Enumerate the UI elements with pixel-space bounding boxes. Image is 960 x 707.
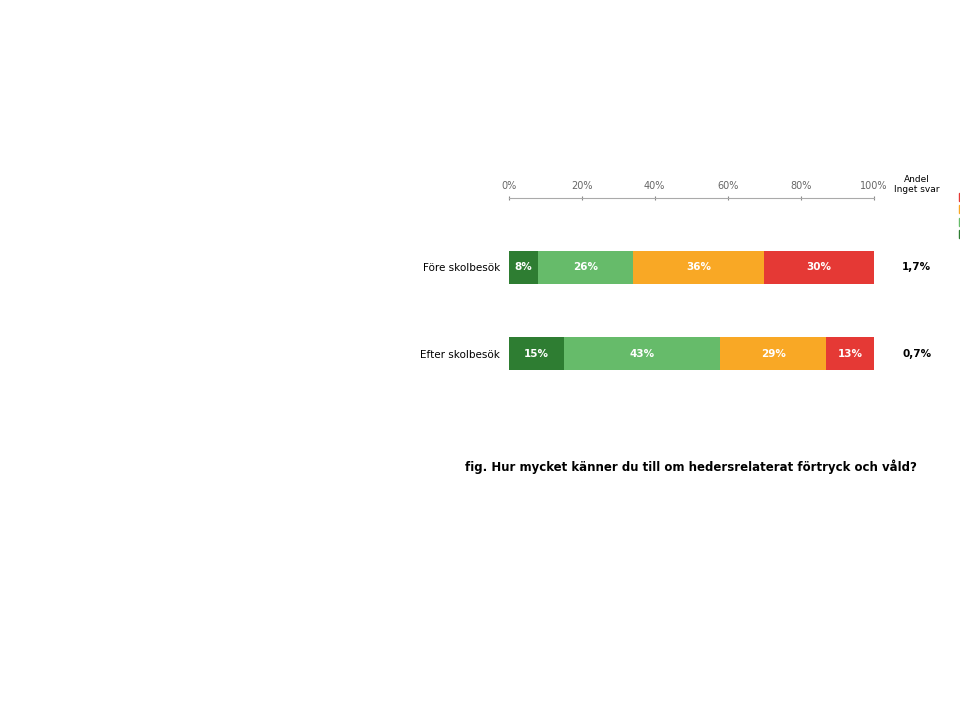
Bar <box>509 251 538 284</box>
Bar <box>564 337 720 370</box>
Text: 13%: 13% <box>837 349 862 358</box>
Bar <box>827 337 874 370</box>
Text: 30%: 30% <box>806 262 831 272</box>
Text: 1,7%: 1,7% <box>902 262 931 272</box>
Text: Andel
Inget svar: Andel Inget svar <box>894 175 940 194</box>
Text: 43%: 43% <box>630 349 655 358</box>
Text: 0,7%: 0,7% <box>902 349 931 358</box>
Text: 15%: 15% <box>523 349 549 358</box>
Text: 8%: 8% <box>515 262 532 272</box>
Text: 26%: 26% <box>573 262 598 272</box>
Text: 29%: 29% <box>761 349 785 358</box>
Legend: Inget, Lite, En del, Mycket: Inget, Lite, En del, Mycket <box>959 192 960 240</box>
Text: fig. Hur mycket känner du till om hedersrelaterat förtryck och våld?: fig. Hur mycket känner du till om heders… <box>466 460 917 474</box>
Text: 36%: 36% <box>686 262 711 272</box>
Bar <box>764 251 874 284</box>
Bar <box>720 337 827 370</box>
Bar <box>538 251 633 284</box>
Bar <box>509 337 564 370</box>
Bar <box>633 251 764 284</box>
